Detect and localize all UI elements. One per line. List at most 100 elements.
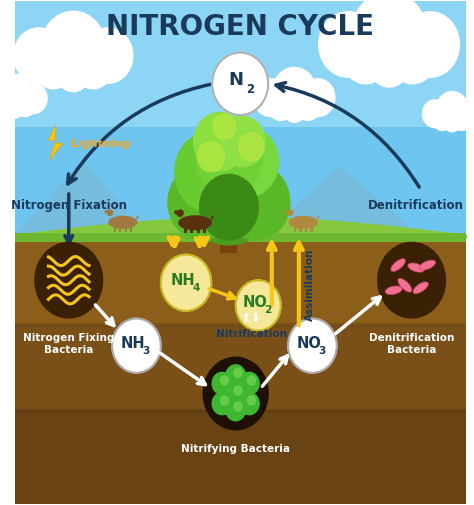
Text: NO: NO xyxy=(242,295,267,311)
Circle shape xyxy=(41,11,106,83)
Ellipse shape xyxy=(105,210,108,214)
Circle shape xyxy=(212,372,232,394)
Bar xyxy=(310,225,313,232)
Ellipse shape xyxy=(107,210,113,216)
Circle shape xyxy=(203,357,268,430)
Ellipse shape xyxy=(137,215,139,219)
Text: Lightning: Lightning xyxy=(71,139,130,149)
Bar xyxy=(15,242,466,328)
Circle shape xyxy=(15,92,36,117)
Circle shape xyxy=(197,142,224,172)
Text: 4: 4 xyxy=(192,283,200,293)
Circle shape xyxy=(254,79,288,117)
Circle shape xyxy=(220,117,265,167)
Bar xyxy=(191,225,193,233)
Circle shape xyxy=(389,31,436,84)
Text: NH: NH xyxy=(170,273,195,288)
Circle shape xyxy=(0,92,15,117)
Bar xyxy=(130,225,132,232)
Circle shape xyxy=(273,68,316,117)
Bar xyxy=(119,225,121,232)
Circle shape xyxy=(112,319,161,373)
Ellipse shape xyxy=(413,282,428,294)
Bar xyxy=(15,0,466,242)
Circle shape xyxy=(0,74,32,114)
Circle shape xyxy=(20,83,47,114)
Circle shape xyxy=(182,139,276,245)
Text: Nitrogen Fixing
Bacteria: Nitrogen Fixing Bacteria xyxy=(23,333,114,356)
Ellipse shape xyxy=(408,263,425,272)
Ellipse shape xyxy=(317,215,319,219)
Bar xyxy=(299,225,301,232)
Circle shape xyxy=(234,386,242,395)
Ellipse shape xyxy=(385,286,402,294)
Bar xyxy=(197,225,200,233)
Circle shape xyxy=(369,41,410,87)
Bar xyxy=(15,409,466,504)
Polygon shape xyxy=(48,125,63,161)
FancyArrowPatch shape xyxy=(68,84,210,184)
Polygon shape xyxy=(263,167,420,237)
Ellipse shape xyxy=(287,210,294,216)
Circle shape xyxy=(378,242,446,318)
Text: N: N xyxy=(228,71,243,89)
Bar xyxy=(15,323,466,414)
Text: Denitrification
Bacteria: Denitrification Bacteria xyxy=(369,333,454,356)
Text: 3: 3 xyxy=(319,346,326,356)
Text: 2: 2 xyxy=(264,306,272,316)
Circle shape xyxy=(422,100,447,128)
Circle shape xyxy=(432,108,452,130)
Bar xyxy=(203,225,206,233)
Circle shape xyxy=(83,28,133,83)
Ellipse shape xyxy=(178,215,212,230)
Circle shape xyxy=(267,90,294,120)
Circle shape xyxy=(73,44,113,89)
Ellipse shape xyxy=(391,259,405,272)
Circle shape xyxy=(35,242,102,318)
Ellipse shape xyxy=(174,210,178,214)
Circle shape xyxy=(212,53,268,115)
Circle shape xyxy=(351,0,427,77)
Ellipse shape xyxy=(285,210,289,214)
Circle shape xyxy=(436,91,468,128)
Circle shape xyxy=(319,12,377,77)
Ellipse shape xyxy=(289,216,318,229)
Circle shape xyxy=(212,392,232,415)
Circle shape xyxy=(175,132,247,212)
Circle shape xyxy=(213,114,236,139)
Ellipse shape xyxy=(176,210,184,217)
Circle shape xyxy=(239,392,259,415)
Circle shape xyxy=(301,79,335,117)
Text: Nitrifying Bacteria: Nitrifying Bacteria xyxy=(181,444,290,454)
Text: Denitrification: Denitrification xyxy=(368,198,464,212)
Ellipse shape xyxy=(419,260,436,270)
FancyArrowPatch shape xyxy=(276,83,419,187)
Circle shape xyxy=(457,100,474,128)
Circle shape xyxy=(247,396,255,405)
Circle shape xyxy=(342,31,389,84)
Bar xyxy=(113,225,116,232)
Bar xyxy=(294,225,296,232)
Text: ⬆⬇: ⬆⬇ xyxy=(241,313,262,326)
Circle shape xyxy=(401,12,459,77)
Circle shape xyxy=(168,164,236,240)
Circle shape xyxy=(236,280,281,331)
Circle shape xyxy=(226,398,246,421)
Bar xyxy=(15,0,466,127)
Circle shape xyxy=(195,119,263,194)
Circle shape xyxy=(215,127,279,197)
Bar xyxy=(220,194,237,252)
Text: NITROGEN CYCLE: NITROGEN CYCLE xyxy=(106,13,374,41)
Circle shape xyxy=(220,376,228,385)
Ellipse shape xyxy=(210,216,213,220)
Circle shape xyxy=(247,376,255,385)
Text: NH: NH xyxy=(120,336,145,350)
Circle shape xyxy=(452,108,472,130)
Circle shape xyxy=(239,372,259,394)
Polygon shape xyxy=(15,162,150,237)
Circle shape xyxy=(34,44,73,89)
Circle shape xyxy=(194,113,246,171)
Bar xyxy=(305,225,308,232)
Circle shape xyxy=(220,396,228,405)
Bar xyxy=(184,225,187,233)
